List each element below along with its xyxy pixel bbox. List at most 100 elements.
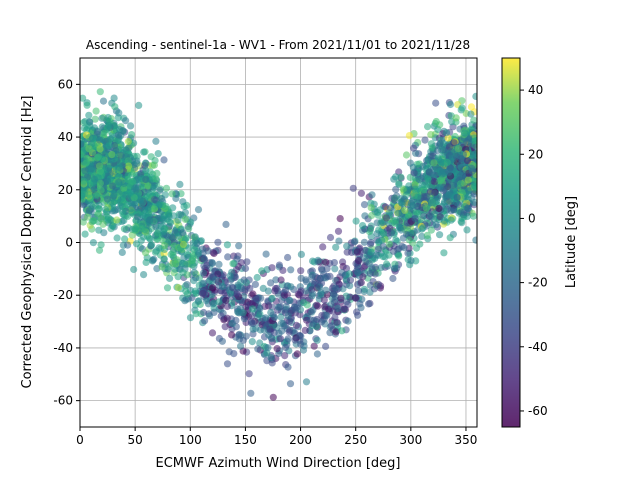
scatter-point [241,264,250,273]
scatter-point [297,274,305,282]
scatter-point [452,114,460,122]
x-tick-label: 100 [179,433,202,447]
scatter-point [398,242,406,250]
scatter-point [367,248,375,256]
scatter-point [84,124,92,132]
scatter-point [389,274,397,283]
scatter-point [336,215,344,223]
scatter-point [355,257,363,265]
scatter-point [284,253,292,262]
scatter-point [89,239,97,247]
scatter-point [92,107,100,115]
scatter-point [368,266,376,274]
scatter-point [377,264,385,272]
scatter-point [357,189,365,197]
scatter-point [144,182,152,190]
scatter-point [447,148,455,156]
scatter-point [186,314,195,322]
scatter-point [405,182,413,190]
scatter-point [359,273,367,281]
scatter-point [277,276,285,284]
scatter-point [432,221,440,229]
scatter-point [228,331,236,339]
scatter-point [124,157,132,165]
scatter-point [194,206,203,214]
scatter-point [130,265,138,274]
scatter-point [162,202,170,211]
scatter-point [129,178,137,186]
colorbar-tick-label: 20 [528,147,543,161]
scatter-point [335,237,343,245]
scatter-point [86,194,94,202]
scatter-point [293,304,301,312]
scatter-point [274,303,282,311]
scatter-point [256,310,264,318]
scatter-point [97,241,105,249]
scatter-point [436,231,444,239]
scatter-point [88,218,96,226]
scatter-point [327,322,335,330]
scatter-point [401,206,409,214]
scatter-point [179,229,187,237]
scatter-point [459,150,467,158]
scatter-point [229,260,237,268]
scatter-point [268,303,276,311]
scatter-point [80,139,85,148]
scatter-point [427,212,435,220]
scatter-point [232,316,240,324]
scatter-point [252,295,260,303]
colorbar-ticks: -60 -40 -20 0 20 40 [520,83,548,418]
scatter-point [124,241,132,249]
scatter-point [158,263,166,271]
scatter-point [96,145,104,153]
scatter-point [224,253,232,261]
scatter-point [150,255,158,263]
scatter-point [387,229,396,237]
scatter-point [317,289,325,297]
scatter-point [453,193,461,201]
scatter-point [404,249,412,257]
scatter-point [472,92,477,100]
scatter-point [89,140,97,148]
scatter-point [95,205,103,213]
scatter-point [334,227,343,235]
scatter-point [223,360,232,368]
scatter-point [409,201,417,210]
scatter-point [282,286,290,294]
scatter-point [351,294,359,302]
scatter-point [332,243,340,251]
scatter-point [287,308,295,316]
chart-title: Ascending - sentinel-1a - WV1 - From 202… [86,38,470,52]
scatter-point [445,168,453,176]
scatter-point [457,180,465,188]
scatter-point [392,173,400,181]
scatter-point [337,294,345,302]
scatter-point [331,295,339,304]
scatter-point [322,258,330,266]
scatter-point [150,161,158,169]
y-axis-ticks: -60 -40 -20 0 20 40 60 [53,77,80,408]
scatter-point [159,215,167,224]
scatter-point [470,190,477,198]
scatter-point [318,311,326,320]
scatter-point [95,226,103,234]
x-tick-label: 50 [127,433,142,447]
scatter-point [345,270,353,278]
scatter-point [236,305,245,313]
scatter-point [113,234,121,242]
scatter-point [124,137,132,146]
scatter-point [394,209,402,217]
scatter-point [397,173,405,181]
scatter-point [410,191,418,200]
scatter-point [258,267,266,275]
scatter-point [323,272,331,281]
scatter-point [247,389,255,397]
scatter-point [442,129,451,137]
scatter-point [191,233,199,241]
scatter-point [471,137,477,145]
scatter-point [189,239,198,247]
scatter-point [382,214,390,222]
scatter-point [470,116,477,124]
scatter-point [110,190,118,198]
scatter-point [211,276,219,284]
